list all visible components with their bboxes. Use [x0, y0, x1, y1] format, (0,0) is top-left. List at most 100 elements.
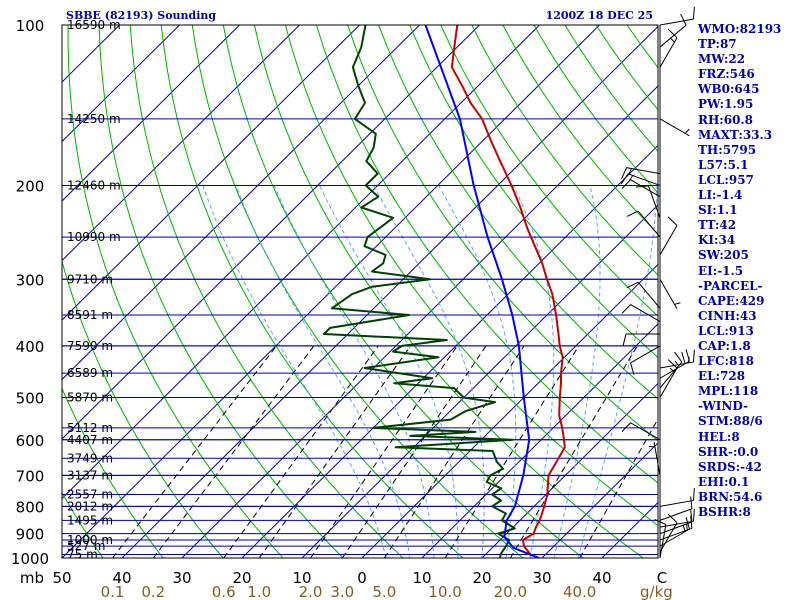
index-item: LCL:957 — [698, 172, 754, 187]
mixing-ratio-label: 1.0 — [247, 583, 271, 600]
index-item: WB0:645 — [698, 82, 760, 97]
moist-adiabat — [577, 185, 658, 558]
index-item: CAP:1.8 — [698, 338, 751, 353]
isotherm-line — [181, 85, 658, 558]
barb-half-flag — [684, 128, 690, 134]
barb-flag — [690, 509, 693, 523]
wind-barb — [659, 509, 693, 535]
index-item: -WIND- — [698, 399, 748, 414]
wind-barb — [659, 351, 683, 389]
barb-staff — [659, 528, 690, 547]
wind-barb — [659, 13, 687, 48]
isotherm-line — [481, 382, 658, 558]
dry-adiabat — [129, 25, 404, 558]
barb-staff — [626, 167, 661, 175]
wind-barb — [659, 513, 678, 553]
index-item: CINH:43 — [698, 308, 757, 323]
barb-flag — [621, 422, 631, 432]
barb-flag — [654, 519, 667, 525]
index-item: WMO:82193 — [698, 22, 782, 36]
barb-flag — [680, 13, 687, 26]
height-label: 6589 m — [67, 366, 113, 380]
barb-flag — [620, 173, 629, 185]
mixing-ratio-line — [152, 345, 315, 558]
index-item: MPL:118 — [698, 384, 759, 399]
mixing-ratio-label: 0.2 — [141, 583, 165, 600]
index-item: BRN:54.6 — [698, 489, 763, 504]
barb-staff — [659, 18, 694, 26]
pressure-tick-label: 1000 — [11, 550, 49, 568]
height-label: 5870 m — [67, 391, 113, 405]
barb-flag — [622, 333, 627, 347]
temperature-tick-label: 20 — [472, 569, 491, 587]
moist-adiabat — [373, 185, 485, 558]
height-label: 1000 m — [67, 533, 113, 547]
barb-flag — [626, 281, 639, 289]
height-label: 14250 m — [67, 112, 121, 126]
isotherm-line — [62, 25, 360, 321]
index-item: -PARCEL- — [698, 278, 763, 293]
height-label: 2012 m — [67, 499, 113, 513]
height-label: 10990 m — [67, 230, 121, 244]
pressure-unit-label: mb — [20, 569, 44, 587]
temperature-tick-label: 30 — [172, 569, 191, 587]
isotherm-line — [62, 25, 540, 500]
barb-staff — [659, 522, 678, 553]
temperature-tick-label: C — [657, 569, 667, 587]
height-label: 9710 m — [67, 272, 113, 286]
mixing-ratio-unit: g/kg — [640, 583, 673, 600]
mixing-ratio-line — [258, 345, 412, 558]
index-item: SRDS:-42 — [698, 459, 762, 474]
index-item: SW:205 — [698, 248, 749, 263]
barb-staff — [659, 118, 690, 137]
chart-time: 1200Z 18 DEC 25 — [546, 9, 653, 22]
mixing-ratio-line — [444, 345, 580, 558]
wind-barb — [620, 173, 661, 186]
barb-flag — [681, 351, 686, 364]
barb-flag — [630, 362, 635, 375]
mixing-ratio-line — [112, 345, 277, 558]
dewpoint-trace — [322, 25, 516, 558]
mixing-ratio-label: 40.0 — [563, 583, 596, 600]
index-item: RH:60.8 — [698, 112, 753, 127]
isotherm-line — [62, 25, 600, 558]
barb-staff — [659, 527, 693, 541]
height-label: 8591 m — [67, 308, 113, 322]
wind-barb — [659, 496, 693, 521]
isotherm-line — [361, 263, 658, 558]
wind-barb — [654, 519, 667, 559]
dry-adiabat — [160, 25, 464, 558]
pressure-tick-label: 300 — [16, 271, 45, 289]
index-item: STM:88/6 — [698, 414, 763, 429]
barb-staff — [659, 24, 687, 48]
index-item: SI:1.1 — [698, 203, 738, 218]
isotherm-line — [121, 25, 658, 558]
index-item: SHR-:0.0 — [698, 444, 759, 459]
mixing-ratio-label: 3.0 — [330, 583, 354, 600]
isotherm-line — [541, 442, 658, 558]
barb-staff — [659, 524, 667, 559]
wind-barb — [621, 167, 661, 180]
height-label: 12460 m — [67, 178, 121, 192]
barb-flag — [690, 496, 693, 509]
mixing-ratio-line — [310, 345, 458, 558]
index-item: L57:5.1 — [698, 157, 749, 172]
height-label: 3749 m — [67, 451, 113, 465]
index-item: EI:-1.5 — [698, 263, 744, 278]
barb-flag — [667, 513, 678, 524]
barb-flag — [626, 210, 639, 217]
barb-staff — [630, 179, 661, 198]
pressure-tick-label: 800 — [16, 498, 45, 516]
barb-staff — [659, 279, 678, 310]
temperature-tick-label: 10 — [292, 569, 311, 587]
wind-barb — [659, 118, 690, 137]
barb-flag — [621, 179, 631, 189]
isotherm-line — [301, 204, 658, 558]
wind-barb — [648, 441, 661, 476]
dry-adiabat — [62, 259, 224, 558]
barb-half-flag — [628, 168, 632, 175]
barb-flag — [667, 359, 678, 369]
temperature-tick-label: 40 — [112, 569, 131, 587]
barb-staff — [653, 441, 661, 476]
mixing-ratio-label: 2.0 — [299, 583, 323, 600]
